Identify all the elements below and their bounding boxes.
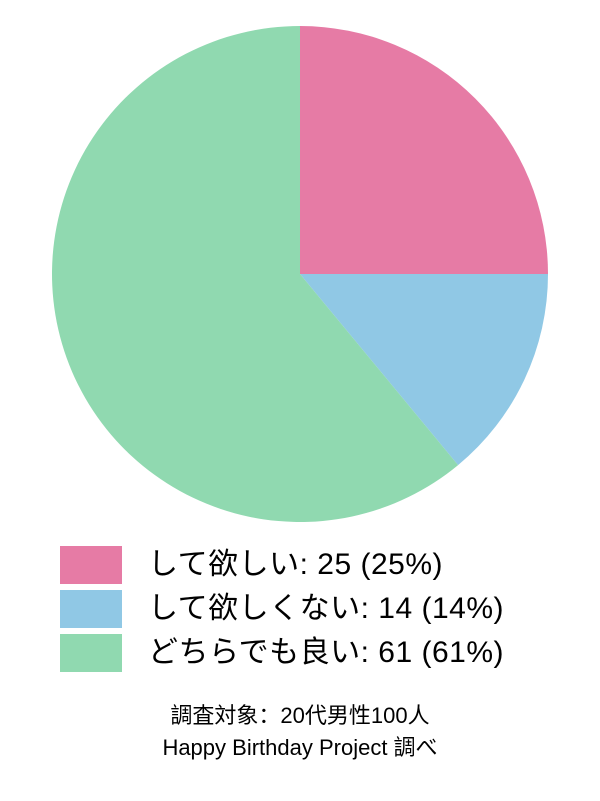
- legend-row: して欲しい: 25 (25%): [60, 546, 600, 584]
- legend-row: して欲しくない: 14 (14%): [60, 590, 600, 628]
- legend-row: どちらでも良い: 61 (61%): [60, 634, 600, 672]
- pie-chart-wrap: [0, 24, 600, 524]
- pie-slice-0: [300, 26, 548, 274]
- legend-label: して欲しくない: 14 (14%): [148, 591, 504, 627]
- legend-label: して欲しい: 25 (25%): [148, 547, 443, 583]
- footnote-line: Happy Birthday Project 調べ: [0, 732, 600, 764]
- legend-label: どちらでも良い: 61 (61%): [148, 635, 504, 671]
- legend-swatch: [60, 634, 122, 672]
- legend-swatch: [60, 590, 122, 628]
- legend: して欲しい: 25 (25%) して欲しくない: 14 (14%) どちらでも良…: [60, 546, 600, 672]
- footnote-line: 調査対象：20代男性100人: [0, 700, 600, 732]
- pie-chart: [50, 24, 550, 524]
- footnote: 調査対象：20代男性100人 Happy Birthday Project 調べ: [0, 700, 600, 764]
- chart-container: して欲しい: 25 (25%) して欲しくない: 14 (14%) どちらでも良…: [0, 0, 600, 801]
- legend-swatch: [60, 546, 122, 584]
